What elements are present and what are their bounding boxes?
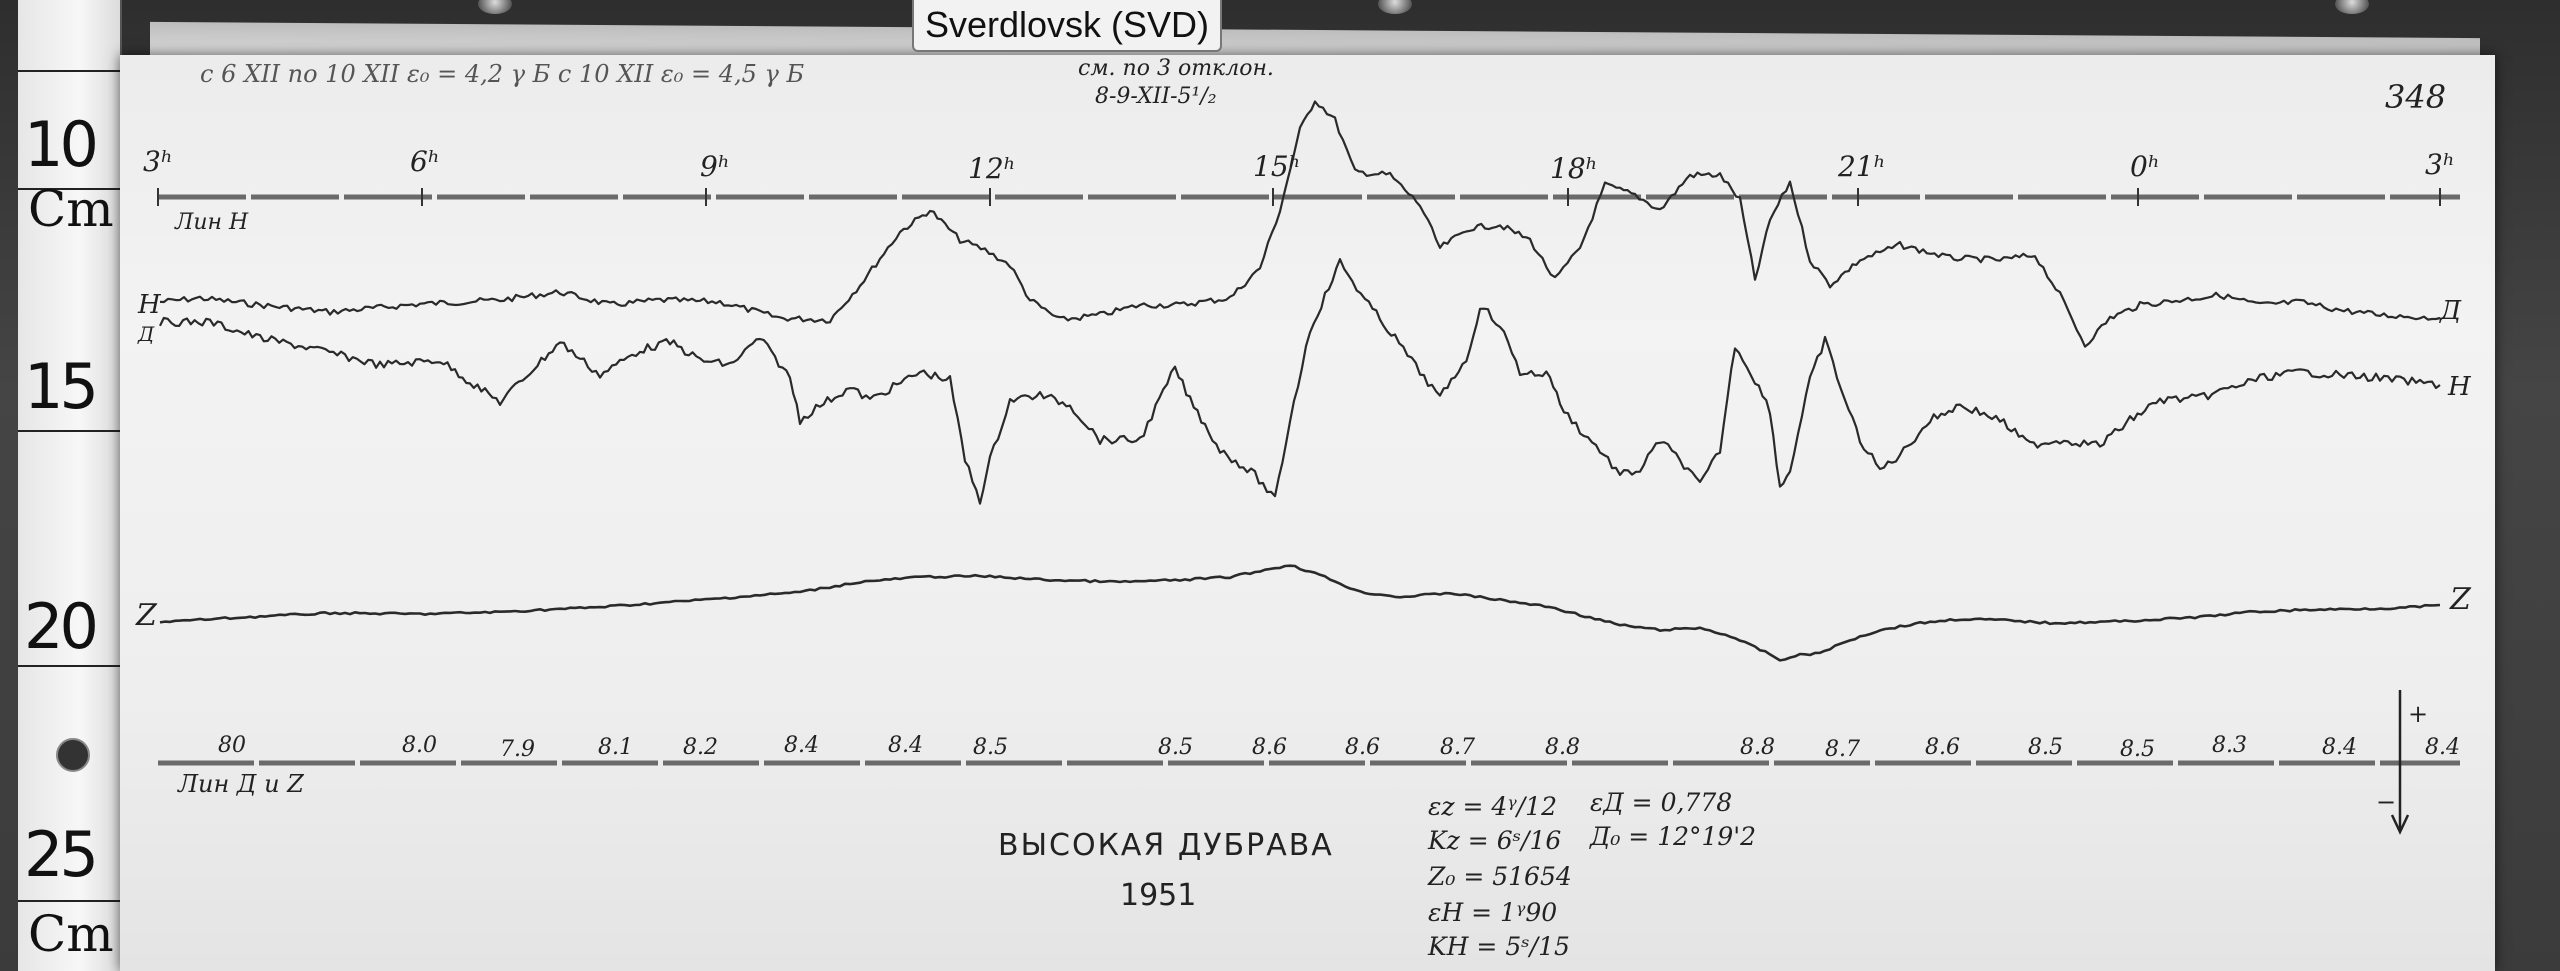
station-label: Sverdlovsk (SVD) (912, 0, 1222, 52)
constant-epsilon-z: εz = 4ᵞ/12 (1428, 792, 1557, 821)
temperature-reading: 8.4 (2425, 735, 2460, 760)
hour-label: 0ʰ (2130, 150, 2160, 183)
ruler-unit-top: Cm (28, 180, 114, 238)
mount-screw (478, 0, 512, 14)
magnetogram-paper (120, 55, 2495, 971)
temperature-reading: 8.5 (2028, 735, 2063, 760)
ruler-hole (56, 738, 90, 772)
sheet-year: 1951 (1120, 878, 1197, 913)
ruler-line (18, 900, 120, 902)
hour-label: 6ʰ (410, 145, 440, 178)
temperature-reading: 8.1 (598, 735, 633, 760)
temperature-reading: 8.8 (1545, 735, 1580, 760)
trace-label-z-right: Z (2450, 582, 2471, 617)
ruler-line (18, 430, 120, 432)
hour-label: 12ʰ (968, 152, 1016, 185)
temperature-reading: 8.6 (1345, 735, 1380, 760)
hour-label: 18ʰ (1550, 152, 1598, 185)
ruler-line (18, 665, 120, 667)
temperature-reading: 8.5 (1158, 735, 1193, 760)
trace-vertical-z (159, 564, 2441, 662)
temperature-reading: 7.9 (500, 737, 535, 762)
mount-screw (2335, 0, 2369, 14)
trace-label-d-right: Д (2440, 296, 2462, 326)
temperature-reading: 8.7 (1825, 737, 1860, 762)
header-note-2-line-2: 8-9-XII-5¹/₂ (1095, 84, 1217, 109)
measurement-ruler: 10 Cm 15 20 25 Cm (18, 0, 122, 971)
temperature-reading: 8.5 (2120, 737, 2155, 762)
temperature-reading: 8.3 (2212, 733, 2247, 758)
temperature-reading: 8.5 (973, 735, 1008, 760)
temperature-reading: 8.0 (402, 733, 437, 758)
temperature-reading: 80 (218, 733, 246, 758)
baseline-label-h: Лин Н (175, 210, 249, 235)
temperature-reading: 8.4 (2322, 735, 2357, 760)
ruler-line (18, 188, 120, 190)
temperature-reading: 8.8 (1740, 735, 1775, 760)
trace-declination-d (159, 100, 2441, 348)
ruler-number-25: 25 (24, 818, 99, 891)
constant-d0: Д₀ = 12°19'2 (1590, 822, 1757, 851)
ruler-line (18, 70, 120, 72)
sheet-number: 348 (2385, 78, 2447, 116)
temperature-reading: 8.2 (683, 735, 718, 760)
constant-k-h: KH = 5ˢ/15 (1428, 932, 1570, 961)
trace-label-h-right: H (2448, 372, 2471, 402)
ruler-number-15: 15 (24, 350, 99, 423)
ruler-number-10: 10 (24, 108, 99, 181)
mount-screw (1378, 0, 1412, 14)
trace-horizontal-h (159, 258, 2441, 505)
header-note-2-line-1: см. по 3 отклон. (1078, 56, 1274, 81)
constant-z0: Z₀ = 51654 (1428, 862, 1572, 891)
ruler-number-20: 20 (24, 590, 99, 663)
hour-label: 21ʰ (1838, 150, 1886, 183)
constant-epsilon-h: εH = 1ᵞ90 (1428, 898, 1558, 927)
header-note: с 6 XII по 10 XII ε₀ = 4,2 γ Б с 10 XII … (200, 60, 805, 88)
hour-label: 15ʰ (1253, 150, 1301, 183)
baseline-label-d-z: Лин Д и Z (178, 770, 304, 798)
orientation-arrow (2390, 690, 2410, 835)
trace-label-h-left: H (138, 290, 161, 320)
temperature-reading: 8.4 (888, 733, 923, 758)
temperature-reading: 8.4 (784, 733, 819, 758)
hour-label: 3ʰ (143, 145, 173, 178)
arrow-plus-sign: + (2408, 700, 2429, 728)
station-name: ВЫСОКАЯ ДУБРАВА (998, 828, 1334, 863)
ruler-unit-bottom: Cm (28, 905, 114, 963)
constant-epsilon-d: εД = 0,778 (1590, 788, 1733, 817)
hour-label: 3ʰ (2425, 148, 2455, 181)
temperature-reading: 8.6 (1252, 735, 1287, 760)
temperature-reading: 8.7 (1440, 735, 1475, 760)
arrow-minus-sign: − (2376, 788, 2397, 816)
constant-k-z: Kz = 6ˢ/16 (1428, 826, 1562, 855)
trace-label-z-left: Z (136, 598, 157, 633)
temperature-reading: 8.6 (1925, 735, 1960, 760)
hour-label: 9ʰ (700, 150, 730, 183)
trace-label-d-left: Д (138, 322, 155, 346)
hour-ticks (157, 188, 2441, 206)
